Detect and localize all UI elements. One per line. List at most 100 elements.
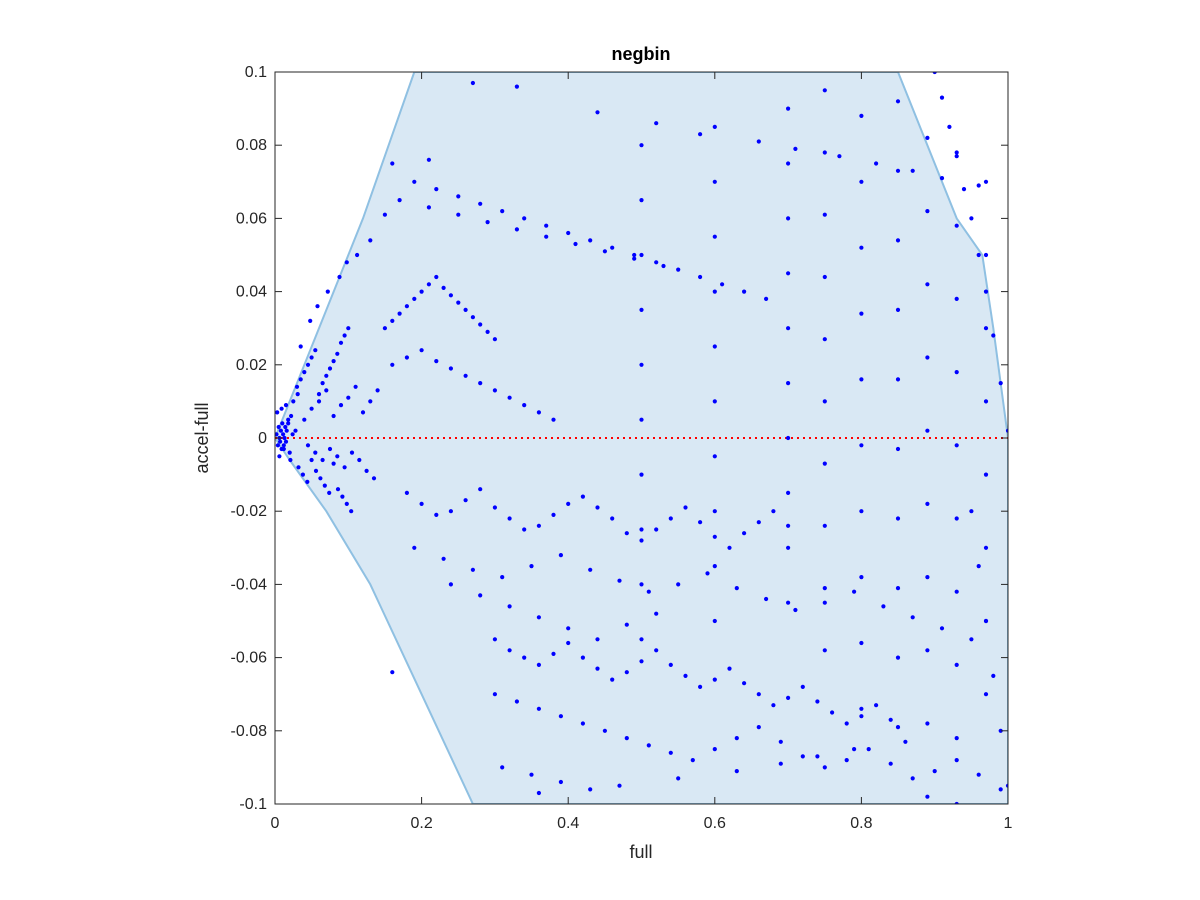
data-point <box>712 534 717 539</box>
data-point <box>932 769 937 774</box>
data-point <box>983 289 989 294</box>
data-point <box>815 699 820 704</box>
data-point <box>939 626 945 631</box>
data-point <box>300 472 305 477</box>
data-point <box>983 545 989 550</box>
data-point <box>492 637 497 642</box>
data-point <box>895 516 901 521</box>
data-point <box>478 381 483 386</box>
data-point <box>309 406 314 411</box>
data-point <box>786 545 791 550</box>
data-point <box>771 509 776 514</box>
data-point <box>426 205 431 210</box>
data-point <box>778 739 783 744</box>
data-point <box>632 252 637 258</box>
data-point <box>544 223 549 228</box>
data-point <box>305 443 311 448</box>
x-tick-label: 1 <box>1004 815 1013 832</box>
data-point <box>448 582 453 587</box>
data-point <box>654 260 659 265</box>
data-point <box>327 490 332 495</box>
data-point <box>859 714 864 719</box>
data-point <box>698 274 703 280</box>
data-point <box>786 326 791 331</box>
data-point <box>639 143 644 148</box>
data-point <box>448 366 453 371</box>
data-point <box>478 487 483 492</box>
data-point <box>357 457 362 463</box>
data-point <box>284 428 289 433</box>
data-point <box>324 373 329 378</box>
data-point <box>690 758 695 763</box>
data-point <box>275 432 279 437</box>
data-point <box>324 388 329 393</box>
data-point <box>536 615 542 620</box>
data-point <box>514 227 520 232</box>
y-tick-label: -0.04 <box>231 576 268 593</box>
data-point <box>742 531 747 536</box>
data-point <box>551 651 556 657</box>
data-point <box>580 494 586 499</box>
data-point <box>624 670 629 675</box>
data-point <box>793 146 798 151</box>
data-point <box>529 564 534 569</box>
x-tick-label: 0.8 <box>850 815 872 832</box>
data-point <box>434 359 439 364</box>
data-point <box>837 154 842 159</box>
data-point <box>954 801 959 804</box>
data-point <box>778 761 783 766</box>
data-point <box>830 710 835 715</box>
data-point <box>954 736 959 741</box>
data-point <box>478 593 483 598</box>
data-point <box>976 564 981 569</box>
x-tick-label: 0 <box>271 815 280 832</box>
data-point <box>954 758 959 763</box>
data-point <box>309 457 314 463</box>
y-tick-label: -0.02 <box>231 503 268 520</box>
data-point <box>895 655 901 660</box>
data-point <box>331 359 336 364</box>
data-point <box>536 706 542 711</box>
data-point <box>786 161 791 166</box>
data-point <box>536 790 542 796</box>
data-point <box>602 249 608 254</box>
data-point <box>368 238 373 243</box>
data-point <box>412 179 417 184</box>
data-point <box>485 220 490 225</box>
data-point <box>551 512 556 518</box>
data-point <box>925 794 930 799</box>
data-point <box>338 403 344 408</box>
data-point <box>822 88 827 93</box>
data-point <box>281 432 286 437</box>
data-point <box>364 468 369 473</box>
data-point <box>668 662 673 668</box>
data-point <box>646 589 651 594</box>
data-point <box>654 121 659 126</box>
data-point <box>712 234 717 239</box>
data-point <box>969 216 974 221</box>
data-point <box>859 706 864 711</box>
chart-title: negbin <box>612 44 671 64</box>
data-point <box>580 721 586 726</box>
data-point <box>478 201 483 206</box>
data-point <box>335 487 341 492</box>
data-point <box>327 366 333 371</box>
y-tick-label: 0.04 <box>236 284 267 301</box>
data-point <box>316 392 322 397</box>
data-point <box>895 168 901 173</box>
data-point <box>925 721 930 726</box>
data-point <box>327 446 333 452</box>
x-tick-label: 0.2 <box>410 815 432 832</box>
data-point <box>859 640 864 646</box>
data-point <box>998 787 1003 792</box>
data-point <box>298 344 303 349</box>
data-point <box>276 424 281 430</box>
data-point <box>983 692 989 697</box>
data-point <box>390 161 395 166</box>
data-point <box>536 662 542 668</box>
data-point <box>463 373 468 378</box>
data-point <box>939 176 945 181</box>
data-point <box>448 293 453 298</box>
data-point <box>822 337 827 342</box>
data-point <box>522 216 527 221</box>
